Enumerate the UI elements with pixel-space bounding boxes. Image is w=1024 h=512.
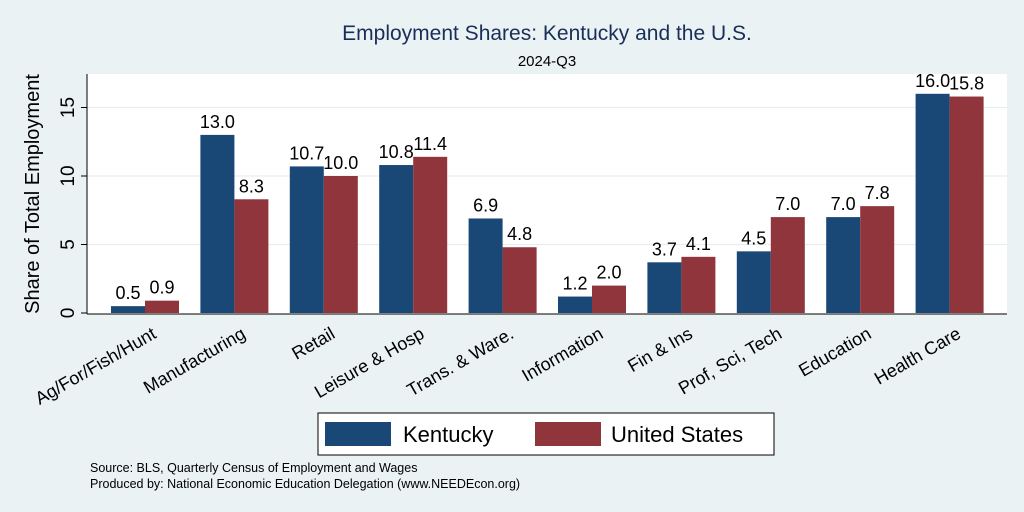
x-tick-label: Education: [795, 323, 874, 380]
data-label: 1.2: [562, 274, 587, 294]
data-label: 8.3: [239, 176, 264, 196]
data-label: 2.0: [596, 263, 621, 283]
bar-united-states: [949, 96, 984, 313]
y-axis-label: Share of Total Employment: [22, 74, 44, 314]
bar-kentucky: [111, 306, 145, 313]
bar-united-states: [592, 285, 626, 313]
chart-subtitle: 2024-Q3: [518, 53, 576, 70]
bar-united-states: [234, 199, 269, 313]
bar-united-states: [860, 206, 895, 313]
data-label: 10.0: [323, 153, 358, 173]
y-tick-label: 5: [58, 239, 79, 250]
y-tick-label: 0: [58, 308, 79, 319]
data-label: 13.0: [200, 112, 235, 132]
bar-united-states: [770, 217, 805, 313]
bar-kentucky: [915, 93, 950, 313]
x-tick-label: Ag/For/Fish/Hunt: [32, 323, 160, 408]
x-tick-label: Health Care: [871, 323, 964, 388]
chart-title: Employment Shares: Kentucky and the U.S.: [342, 22, 752, 45]
bar-united-states: [323, 176, 358, 313]
y-tick-label: 15: [58, 97, 79, 118]
legend-swatch-united-states: [535, 422, 601, 446]
legend-label-kentucky: Kentucky: [403, 422, 494, 447]
y-tick-label: 10: [58, 165, 79, 186]
bar-kentucky: [647, 262, 682, 313]
bar-kentucky: [468, 218, 503, 313]
data-label: 7.8: [865, 183, 890, 203]
bar-kentucky: [200, 134, 235, 313]
bar-united-states: [681, 256, 716, 313]
bar-united-states: [145, 300, 179, 313]
data-label: 10.7: [289, 143, 324, 163]
bar-united-states: [413, 156, 448, 313]
data-label: 7.0: [831, 194, 856, 214]
data-label: 16.0: [915, 71, 950, 91]
bar-kentucky: [289, 166, 324, 313]
bar-kentucky: [379, 165, 414, 313]
data-label: 4.5: [741, 228, 766, 248]
bar-kentucky: [736, 251, 771, 313]
data-label: 3.7: [652, 239, 677, 259]
data-label: 15.8: [949, 74, 984, 94]
bar-kentucky: [826, 217, 861, 313]
data-label: 6.9: [473, 195, 498, 215]
data-label: 0.9: [149, 278, 174, 298]
data-label: 0.5: [115, 283, 140, 303]
data-label: 4.8: [507, 224, 532, 244]
source-note: Source: BLS, Quarterly Census of Employm…: [90, 461, 417, 475]
data-label: 10.8: [379, 142, 414, 162]
legend-label-united-states: United States: [611, 422, 743, 447]
producer-note: Produced by: National Economic Education…: [90, 477, 520, 491]
data-label: 7.0: [775, 194, 800, 214]
legend-swatch-kentucky: [325, 422, 391, 446]
bar-united-states: [502, 247, 537, 313]
data-label: 4.1: [686, 234, 711, 254]
x-tick-label: Manufacturing: [140, 323, 249, 397]
data-label: 11.4: [413, 134, 447, 154]
x-tick-label: Retail: [288, 323, 338, 363]
x-tick-label: Information: [518, 323, 606, 385]
x-tick-label: Fin & Ins: [624, 323, 696, 376]
bar-kentucky: [558, 296, 592, 313]
